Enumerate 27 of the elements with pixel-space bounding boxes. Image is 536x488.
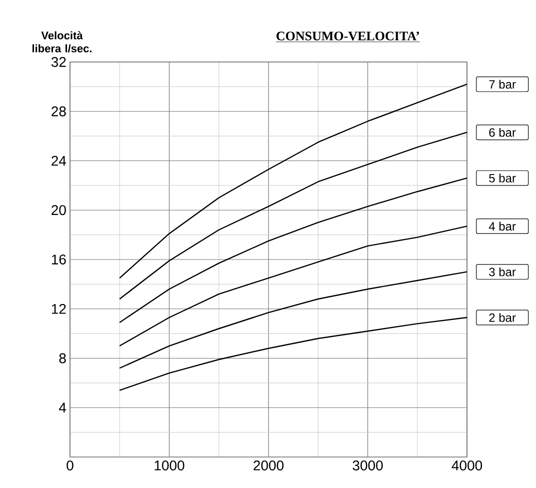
line-series	[119, 84, 468, 279]
x-tick-label: 4000	[452, 460, 482, 470]
line-series	[119, 316, 468, 391]
line-series	[119, 271, 468, 369]
line-series	[119, 226, 468, 347]
legend-label: 4 bar	[488, 222, 516, 231]
y-tick-label: 28	[52, 106, 66, 116]
line-series	[119, 177, 468, 324]
x-tick-label: 1000	[154, 460, 184, 470]
legend-label: 5 bar	[489, 174, 516, 182]
y-tick-label: 32	[51, 57, 66, 67]
y-tick-label: 4	[58, 402, 66, 412]
y-tick-label: 16	[52, 254, 66, 264]
legend-label: 7 bar	[489, 80, 516, 89]
y-tick-label: 24	[52, 156, 66, 166]
legend-label: 3 bar	[489, 267, 516, 276]
legend-label: 2 bar	[489, 313, 516, 322]
chart-title: CONSUMO-VELOCITA’	[276, 32, 419, 40]
legend-label: 6 bar	[489, 128, 516, 137]
x-tick-label: 3000	[352, 460, 383, 470]
line-series	[119, 132, 468, 300]
y-tick-label: 8	[59, 353, 66, 364]
y-axis-title: Velocità libera l/sec.	[32, 31, 92, 52]
y-tick-label: 20	[52, 205, 66, 216]
x-tick-label: 2000	[254, 460, 284, 470]
x-tick-label: 0	[66, 460, 74, 470]
y-tick-label: 12	[52, 304, 66, 314]
